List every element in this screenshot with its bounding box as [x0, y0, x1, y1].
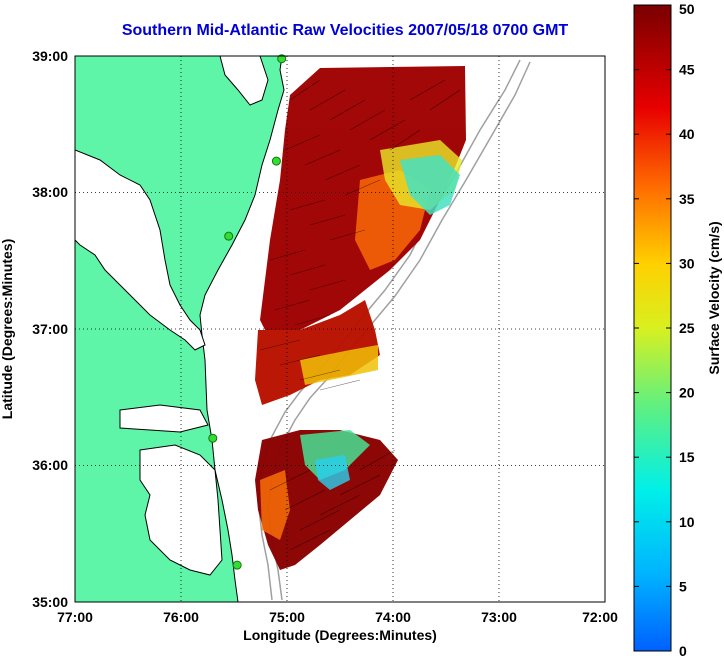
colorbar-tick-label: 25 [679, 320, 695, 336]
delaware-bay [219, 56, 269, 106]
x-tick-label: 74:00 [375, 609, 411, 625]
colorbar-tick-label: 10 [679, 514, 695, 530]
station-marker [271, 156, 281, 166]
y-tick-label: 39:00 [32, 48, 68, 64]
x-tick-label: 75:00 [269, 609, 305, 625]
x-tick-label: 73:00 [481, 609, 517, 625]
velocity-region-south [255, 430, 398, 570]
y-tick-label: 35:00 [32, 594, 68, 610]
x-tick-label: 72:00 [582, 609, 618, 625]
station-marker [224, 231, 234, 241]
x-axis-label: Longitude (Degrees:Minutes) [243, 627, 437, 643]
colorbar-gradient [633, 4, 672, 652]
velocity-patch-cyan-south [315, 455, 350, 490]
station-marker [277, 54, 287, 64]
station-markers [208, 54, 287, 570]
y-axis: 39:00 38:00 37:00 36:00 35:00 Latitude (… [0, 48, 68, 610]
colorbar-tick-label: 30 [679, 255, 695, 271]
chesapeake-bay [75, 149, 206, 351]
colorbar-tick-label: 0 [679, 643, 687, 659]
y-tick-label: 36:00 [32, 457, 68, 473]
station-marker [232, 560, 242, 570]
colorbar-tick-label: 50 [679, 1, 695, 17]
velocity-patch-orange-south [260, 470, 290, 540]
colorbar-label: Surface Velocity (cm/s) [706, 221, 722, 374]
colorbar-tick-label: 35 [679, 191, 695, 207]
colorbar-tick-label: 20 [679, 385, 695, 401]
albemarle-sound [119, 404, 209, 433]
chart-title: Southern Mid-Atlantic Raw Velocities 200… [121, 22, 569, 39]
velocity-patch-cyan [400, 155, 460, 215]
colorbar-tick-label: 5 [679, 578, 687, 594]
plot-frame [74, 55, 606, 603]
grid-lines [75, 56, 605, 602]
velocity-region-middle [255, 300, 380, 405]
colorbar-tick-label: 40 [679, 126, 695, 142]
velocity-field [255, 66, 466, 570]
y-tick-label: 38:00 [32, 184, 68, 200]
x-tick-label: 77:00 [57, 609, 93, 625]
y-tick-label: 37:00 [32, 321, 68, 337]
velocity-vectors [259, 79, 461, 551]
x-tick-label: 76:00 [163, 609, 199, 625]
y-axis-label: Latitude (Degrees:Minutes) [0, 239, 15, 419]
station-marker [208, 433, 218, 443]
colorbar-tick-label: 15 [679, 449, 695, 465]
x-axis: 77:00 76:00 75:00 74:00 73:00 72:00 Long… [57, 609, 618, 643]
colorbar-tick-label: 45 [679, 62, 695, 78]
pamlico-sound [139, 444, 223, 576]
